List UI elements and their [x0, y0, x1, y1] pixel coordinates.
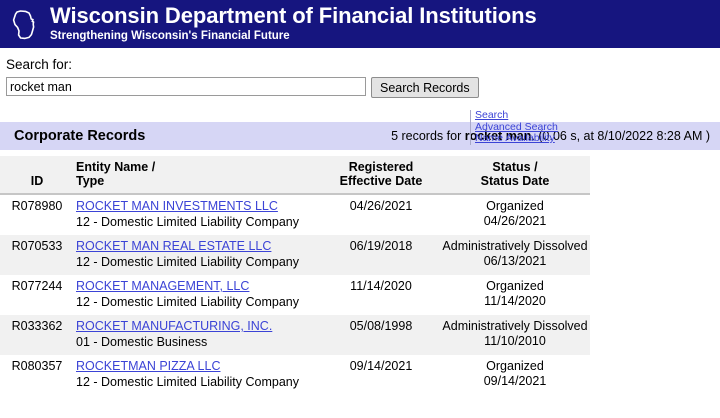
- search-input[interactable]: [6, 77, 366, 96]
- status-date-label: 11/14/2020: [484, 294, 546, 308]
- search-label: Search for:: [6, 57, 73, 72]
- cell-status: Organized 04/26/2021: [440, 194, 590, 235]
- table-row: R033362 ROCKET MANUFACTURING, INC. 01 - Do…: [0, 315, 590, 355]
- cell-registered-effective-date: 05/08/1998: [322, 315, 440, 355]
- column-header-registered-effective-date: Registered Effective Date: [322, 156, 440, 195]
- column-header-status-line1: Status /: [492, 160, 538, 174]
- column-header-id: ID: [0, 156, 74, 195]
- column-header-date-line2: Effective Date: [339, 174, 423, 188]
- entity-type-label: 12 - Domestic Limited Liability Company: [76, 375, 300, 389]
- entity-name-link[interactable]: ROCKET MAN INVESTMENTS LLC: [76, 199, 278, 213]
- cell-registered-effective-date: 11/14/2020: [322, 275, 440, 315]
- status-label: Organized: [486, 359, 544, 373]
- column-header-name-line1: Entity Name /: [76, 160, 156, 174]
- link-search[interactable]: Search: [475, 109, 509, 121]
- cell-entity-name: ROCKET MAN REAL ESTATE LLC 12 - Domestic …: [74, 235, 322, 275]
- search-records-button[interactable]: Search Records: [371, 77, 479, 98]
- status-label: Organized: [486, 199, 544, 213]
- entity-type-label: 12 - Domestic Limited Liability Company: [76, 215, 300, 229]
- entity-name-link[interactable]: ROCKET MANAGEMENT, LLC: [76, 279, 250, 293]
- cell-entity-id: R077244: [0, 275, 74, 315]
- cell-entity-name: ROCKET MAN INVESTMENTS LLC 12 - Domestic …: [74, 194, 322, 235]
- cell-entity-id: R080357: [0, 355, 74, 395]
- link-advanced-search[interactable]: Advanced Search: [475, 120, 558, 133]
- table-row: R070533 ROCKET MAN REAL ESTATE LLC 12 - Do…: [0, 235, 590, 275]
- table-row: R077244 ROCKET MANAGEMENT, LLC 12 - Domest…: [0, 275, 590, 315]
- entity-name-link[interactable]: ROCKET MAN REAL ESTATE LLC: [76, 239, 272, 253]
- status-label: Administratively Dissolved: [442, 239, 588, 253]
- records-table: ID Entity Name / Type Registered Effecti…: [0, 156, 590, 395]
- status-label: Organized: [486, 279, 544, 293]
- entity-name-link[interactable]: ROCKET MANUFACTURING, INC.: [76, 319, 273, 333]
- quick-links-panel: Search Advanced Search Name Availability: [470, 109, 558, 145]
- entity-name-link[interactable]: ROCKETMAN PIZZA LLC: [76, 359, 221, 373]
- wisconsin-state-outline-icon: [8, 8, 42, 42]
- site-banner: Wisconsin Department of Financial Instit…: [0, 0, 720, 48]
- banner-title: Wisconsin Department of Financial Instit…: [50, 3, 537, 28]
- cell-status: Organized 09/14/2021: [440, 355, 590, 395]
- records-table-body: R078980 ROCKET MAN INVESTMENTS LLC 12 - Do…: [0, 194, 590, 395]
- cell-registered-effective-date: 04/26/2021: [322, 194, 440, 235]
- status-date-label: 06/13/2021: [483, 254, 547, 268]
- table-row: R078980 ROCKET MAN INVESTMENTS LLC 12 - Do…: [0, 194, 590, 235]
- link-name-availability[interactable]: Name Availability: [475, 132, 555, 144]
- cell-registered-effective-date: 09/14/2021: [322, 355, 440, 395]
- results-query: rocket man: [464, 129, 532, 143]
- cell-status: Organized 11/14/2020: [440, 275, 590, 315]
- search-area: Search for: Search Records Search Advanc…: [0, 48, 720, 145]
- cell-entity-id: R078980: [0, 194, 74, 235]
- entity-type-label: 12 - Domestic Limited Liability Company: [76, 295, 300, 309]
- banner-subtitle: Strengthening Wisconsin's Financial Futu…: [50, 30, 290, 42]
- cell-entity-name: ROCKETMAN PIZZA LLC 12 - Domestic Limited…: [74, 355, 322, 395]
- status-label: Administratively Dissolved: [442, 319, 588, 333]
- column-header-name-line2: Type: [76, 174, 105, 188]
- results-bar: Corporate Records 5 records for rocket m…: [0, 122, 720, 150]
- cell-status: Administratively Dissolved 06/13/2021: [440, 235, 590, 275]
- banner-text-block: Wisconsin Department of Financial Instit…: [50, 4, 537, 44]
- cell-status: Administratively Dissolved 11/10/2010: [440, 315, 590, 355]
- cell-entity-id: R070533: [0, 235, 74, 275]
- column-header-id-label: ID: [30, 174, 44, 188]
- cell-registered-effective-date: 06/19/2018: [322, 235, 440, 275]
- records-table-head: ID Entity Name / Type Registered Effecti…: [0, 156, 590, 195]
- results-timing: . (0.06 s, at 8/10/2022 8:28 AM ): [531, 129, 710, 143]
- status-date-label: 11/10/2010: [484, 334, 546, 348]
- results-count-prefix: 5 records for: [391, 129, 465, 143]
- search-row: Search Records: [6, 77, 720, 98]
- table-header-row: ID Entity Name / Type Registered Effecti…: [0, 156, 590, 195]
- entity-type-label: 12 - Domestic Limited Liability Company: [76, 255, 300, 269]
- status-date-label: 04/26/2021: [483, 214, 547, 228]
- cell-entity-name: ROCKET MANUFACTURING, INC. 01 - Domestic …: [74, 315, 322, 355]
- entity-type-label: 01 - Domestic Business: [76, 335, 208, 349]
- column-header-status: Status / Status Date: [440, 156, 590, 195]
- table-row: R080357 ROCKETMAN PIZZA LLC 12 - Domestic …: [0, 355, 590, 395]
- results-summary: 5 records for rocket man. (0.06 s, at 8/…: [391, 129, 710, 143]
- column-header-date-line1: Registered: [348, 160, 414, 174]
- results-title: Corporate Records: [14, 128, 146, 144]
- column-header-status-line2: Status Date: [480, 174, 550, 188]
- cell-entity-name: ROCKET MANAGEMENT, LLC 12 - Domestic Limi…: [74, 275, 322, 315]
- cell-entity-id: R033362: [0, 315, 74, 355]
- status-date-label: 09/14/2021: [483, 374, 547, 388]
- column-header-entity-name: Entity Name / Type: [74, 156, 322, 195]
